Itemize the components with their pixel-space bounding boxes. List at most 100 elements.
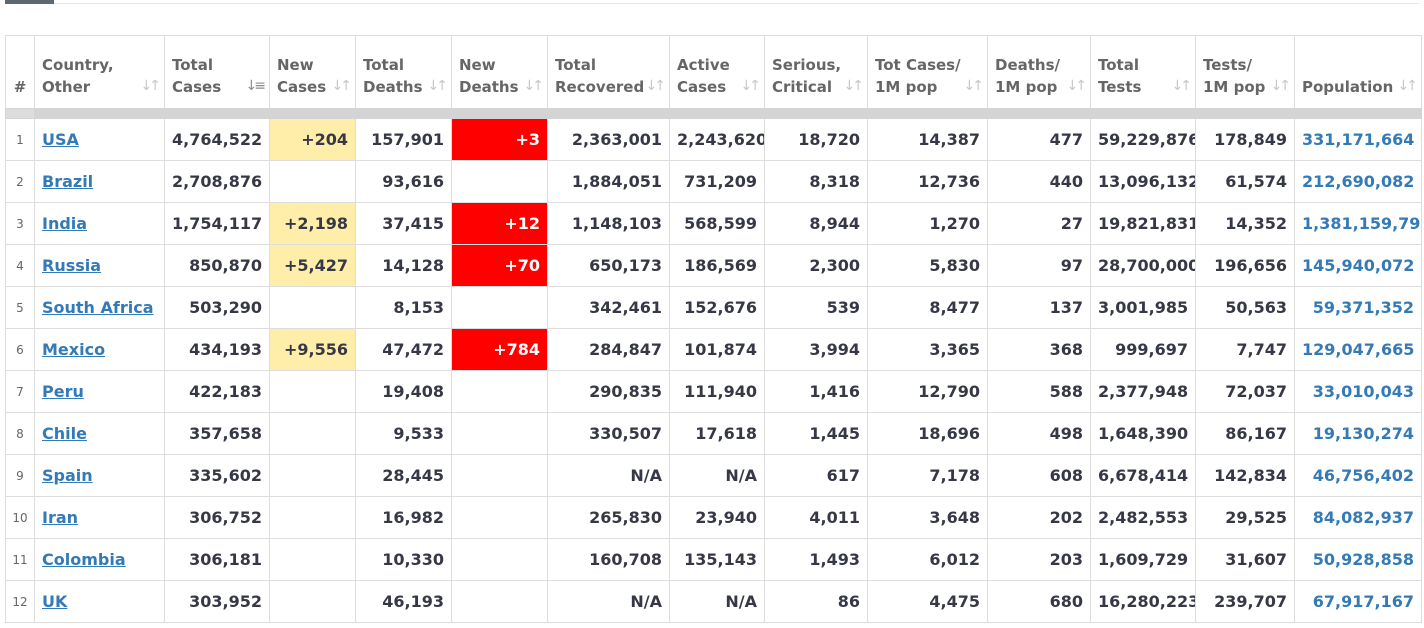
country-link[interactable]: India <box>42 214 88 233</box>
total-tests-cell: 59,229,876 <box>1090 118 1196 161</box>
active-cases-cell: N/A <box>669 580 765 623</box>
tests-per-1m-cell: 7,747 <box>1195 328 1295 371</box>
column-header-total-recovered[interactable]: Total Recovered ↓↑ <box>547 35 670 109</box>
column-header-deaths-per-1m[interactable]: Deaths/1M pop ↓↑ <box>987 35 1091 109</box>
header-separator <box>5 108 1422 119</box>
table-row: 5 South Africa 503,290 8,153 342,461 152,676 5… <box>5 286 1422 329</box>
total-cases-cell: 306,181 <box>164 538 270 581</box>
total-tests-cell: 999,697 <box>1090 328 1196 371</box>
total-cases-cell: 4,764,522 <box>164 118 270 161</box>
country-link[interactable]: Spain <box>42 466 93 485</box>
active-tab-indicator[interactable] <box>5 0 54 4</box>
total-deaths-cell: 14,128 <box>355 244 452 287</box>
covid-stats-table: # Country, Other ↓↑ Total Cases ↓≡ New Cases ↓… <box>5 35 1422 623</box>
column-header-total-cases[interactable]: Total Cases ↓≡ <box>164 35 270 109</box>
deaths-per-1m-cell: 588 <box>987 370 1091 413</box>
column-header-serious-critical[interactable]: Serious, Critical ↓↑ <box>764 35 868 109</box>
sort-arrows-icon[interactable]: ↓↑ <box>740 78 762 94</box>
country-cell: South Africa <box>34 286 165 329</box>
row-index: 7 <box>5 370 35 413</box>
column-header-population[interactable]: Population ↓↑ <box>1294 35 1422 109</box>
country-link[interactable]: Iran <box>42 508 79 527</box>
country-cell: Spain <box>34 454 165 497</box>
country-link[interactable]: Colombia <box>42 550 126 569</box>
total-recovered-cell: 290,835 <box>547 370 670 413</box>
column-header-tests-per-1m[interactable]: Tests/1M pop ↓↑ <box>1195 35 1295 109</box>
column-header-country[interactable]: Country, Other ↓↑ <box>34 35 165 109</box>
cases-per-1m-cell: 18,696 <box>867 412 988 455</box>
sort-arrows-icon[interactable]: ↓↑ <box>427 78 449 94</box>
serious-critical-cell: 539 <box>764 286 868 329</box>
country-link[interactable]: Chile <box>42 424 87 443</box>
tests-per-1m-cell: 14,352 <box>1195 202 1295 245</box>
country-link[interactable]: Peru <box>42 382 84 401</box>
country-link[interactable]: USA <box>42 130 79 149</box>
column-header-active-cases[interactable]: Active Cases ↓↑ <box>669 35 765 109</box>
population-cell: 33,010,043 <box>1294 370 1422 413</box>
column-header-total-deaths[interactable]: Total Deaths ↓↑ <box>355 35 452 109</box>
column-header-cases-per-1m[interactable]: Tot Cases/1M pop ↓↑ <box>867 35 988 109</box>
sort-arrows-icon[interactable]: ↓↑ <box>1397 78 1419 94</box>
cases-per-1m-cell: 12,736 <box>867 160 988 203</box>
country-link[interactable]: Mexico <box>42 340 106 359</box>
cases-per-1m-cell: 8,477 <box>867 286 988 329</box>
sort-arrows-icon[interactable]: ↓↑ <box>645 78 667 94</box>
deaths-per-1m-cell: 97 <box>987 244 1091 287</box>
total-recovered-cell: 330,507 <box>547 412 670 455</box>
new-deaths-cell <box>451 370 548 413</box>
total-deaths-cell: 28,445 <box>355 454 452 497</box>
column-header-new-deaths[interactable]: New Deaths ↓↑ <box>451 35 548 109</box>
country-cell: USA <box>34 118 165 161</box>
total-cases-cell: 503,290 <box>164 286 270 329</box>
column-header-total-tests[interactable]: Total Tests ↓↑ <box>1090 35 1196 109</box>
active-cases-cell: 731,209 <box>669 160 765 203</box>
sort-arrows-icon[interactable]: ↓↑ <box>523 78 545 94</box>
new-cases-cell <box>269 496 356 539</box>
deaths-per-1m-cell: 498 <box>987 412 1091 455</box>
serious-critical-cell: 8,318 <box>764 160 868 203</box>
total-deaths-cell: 9,533 <box>355 412 452 455</box>
deaths-per-1m-cell: 368 <box>987 328 1091 371</box>
sort-arrows-icon[interactable]: ↓↑ <box>1066 78 1088 94</box>
row-index: 2 <box>5 160 35 203</box>
sort-arrows-icon[interactable]: ↓↑ <box>1270 78 1292 94</box>
active-cases-cell: 2,243,620 <box>669 118 765 161</box>
country-link[interactable]: Russia <box>42 256 102 275</box>
new-cases-cell <box>269 412 356 455</box>
new-cases-cell: +5,427 <box>269 244 356 287</box>
table-row: 3 India 1,754,117 +2,198 37,415 +12 1,148,103 5… <box>5 202 1422 245</box>
total-recovered-cell: 265,830 <box>547 496 670 539</box>
sort-arrows-icon[interactable]: ↓↑ <box>963 78 985 94</box>
total-deaths-cell: 10,330 <box>355 538 452 581</box>
country-cell: Peru <box>34 370 165 413</box>
sort-arrows-icon[interactable]: ↓↑ <box>1171 78 1193 94</box>
table-row: 9 Spain 335,602 28,445 N/A N/A 617 7,178 608 6,67… <box>5 454 1422 497</box>
tests-per-1m-cell: 239,707 <box>1195 580 1295 623</box>
cases-per-1m-cell: 6,012 <box>867 538 988 581</box>
sort-arrows-icon[interactable]: ↓↑ <box>331 78 353 94</box>
sort-arrows-icon[interactable]: ↓↑ <box>843 78 865 94</box>
total-tests-cell: 19,821,831 <box>1090 202 1196 245</box>
column-header-new-cases[interactable]: New Cases ↓↑ <box>269 35 356 109</box>
new-cases-cell <box>269 538 356 581</box>
cases-per-1m-cell: 3,365 <box>867 328 988 371</box>
sort-descending-icon[interactable]: ↓≡ <box>245 78 267 94</box>
total-deaths-cell: 47,472 <box>355 328 452 371</box>
new-deaths-cell <box>451 454 548 497</box>
country-link[interactable]: South Africa <box>42 298 154 317</box>
total-deaths-cell: 19,408 <box>355 370 452 413</box>
new-deaths-cell <box>451 580 548 623</box>
column-header-index[interactable]: # <box>5 35 35 109</box>
population-cell: 50,928,858 <box>1294 538 1422 581</box>
population-cell: 129,047,665 <box>1294 328 1422 371</box>
row-index: 9 <box>5 454 35 497</box>
country-link[interactable]: UK <box>42 592 68 611</box>
country-link[interactable]: Brazil <box>42 172 94 191</box>
serious-critical-cell: 18,720 <box>764 118 868 161</box>
population-cell: 19,130,274 <box>1294 412 1422 455</box>
new-deaths-cell <box>451 496 548 539</box>
sort-arrows-icon[interactable]: ↓↑ <box>140 78 162 94</box>
country-cell: Russia <box>34 244 165 287</box>
tests-per-1m-cell: 61,574 <box>1195 160 1295 203</box>
row-index: 11 <box>5 538 35 581</box>
